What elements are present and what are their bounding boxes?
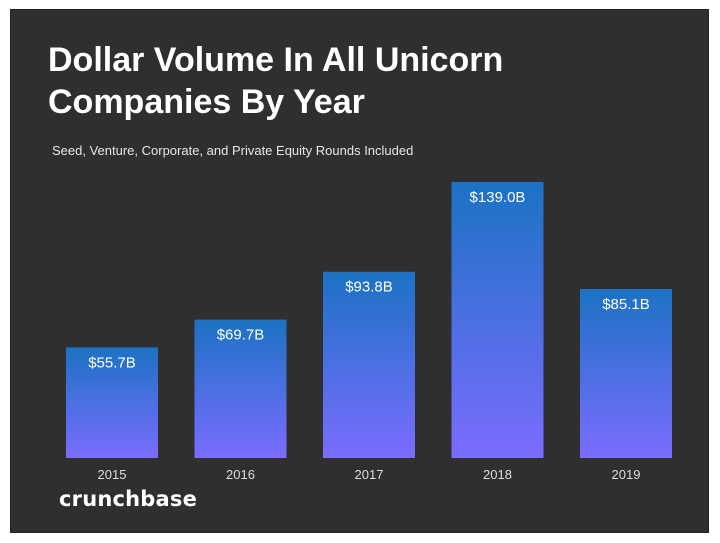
x-tick-label-2015: 2015 — [98, 467, 127, 482]
chart-subtitle: Seed, Venture, Corporate, and Private Eq… — [52, 143, 414, 158]
x-tick-label-2016: 2016 — [226, 467, 255, 482]
x-tick-label-2018: 2018 — [483, 467, 512, 482]
bar-2019 — [580, 288, 672, 458]
data-label-2015: $55.7B — [88, 354, 136, 371]
data-label-2018: $139.0B — [470, 189, 526, 206]
data-label-2019: $85.1B — [602, 296, 650, 313]
crunchbase-logo: crunchbase — [59, 487, 198, 511]
chart-title: Dollar Volume In All Unicorn Companies By… — [48, 39, 608, 123]
data-label-2016: $69.7B — [217, 327, 265, 344]
bars-group: $55.7B 2015 $69.7B 2016 $93.8B 2017 $139.0B 201… — [66, 181, 672, 482]
bar-chart: $55.7B 2015 $69.7B 2016 $93.8B 2017 $139.0B 201… — [66, 181, 672, 482]
bar-2015 — [66, 347, 158, 458]
data-label-2017: $93.8B — [345, 279, 393, 296]
x-tick-label-2019: 2019 — [612, 467, 641, 482]
bar-2017 — [323, 271, 415, 458]
bar-2018 — [451, 181, 544, 458]
x-tick-label-2017: 2017 — [355, 467, 384, 482]
bar-2016 — [194, 319, 287, 458]
chart-card: Dollar Volume In All Unicorn Companies By… — [10, 9, 709, 533]
chart-title-line-1: Dollar Volume In All Unicorn — [48, 41, 504, 79]
chart-title-line-2: Companies By Year — [48, 83, 365, 121]
